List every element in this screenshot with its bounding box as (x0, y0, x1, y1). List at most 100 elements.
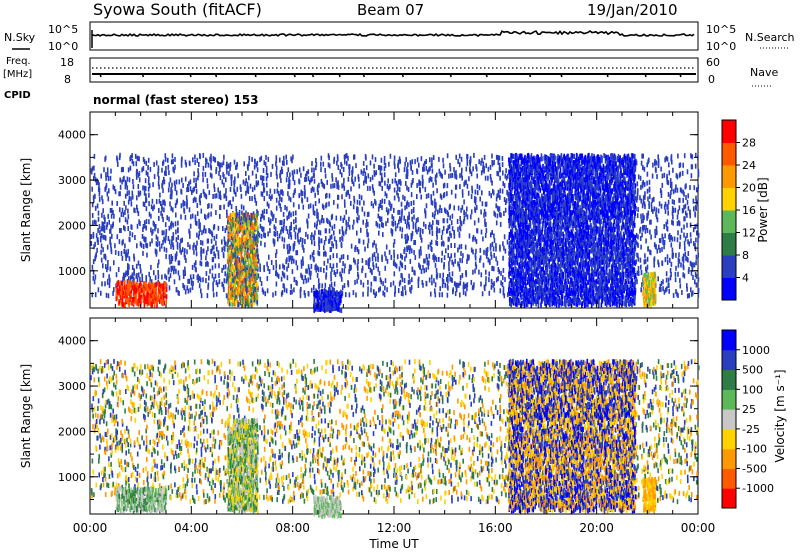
power-echo-mark (524, 167, 526, 173)
power-echo-mark (341, 290, 344, 296)
power-echo-mark (351, 179, 354, 185)
power-echo-mark (353, 198, 356, 204)
power-echo-mark (517, 199, 519, 205)
power-echo-mark (406, 233, 408, 239)
power-echo-mark (298, 204, 300, 210)
power-echo-mark (678, 258, 681, 264)
power-echo-mark (663, 204, 666, 210)
power-echo-mark (287, 263, 290, 268)
power-echo-mark (674, 207, 677, 213)
power-echo-mark (398, 187, 401, 192)
power-echo-mark (429, 166, 431, 172)
power-echo-mark (192, 187, 194, 193)
power-echo-mark (396, 254, 399, 260)
power-echo-mark (427, 264, 430, 270)
power-echo-mark (639, 175, 642, 181)
power-echo-mark (491, 180, 493, 186)
power-echo-mark (529, 273, 532, 279)
power-echo-mark (127, 208, 129, 214)
power-echo-mark (124, 226, 126, 232)
power-echo-mark (445, 248, 447, 254)
power-echo-mark (122, 239, 124, 245)
power-echo-mark (373, 163, 375, 169)
power-echo-mark (493, 253, 495, 258)
power-echo-mark (694, 224, 697, 230)
power-echo-mark (273, 239, 276, 245)
power-echo-mark (272, 213, 275, 219)
power-echo-mark (379, 277, 382, 283)
power-echo-mark (205, 271, 208, 276)
power-echo-mark (530, 265, 533, 271)
power-echo-mark (515, 256, 518, 262)
power-echo-mark (119, 152, 121, 158)
power-echo-mark (185, 195, 188, 201)
power-echo-mark (425, 254, 428, 259)
power-echo-mark (524, 228, 527, 234)
power-echo-mark (335, 240, 338, 246)
power-echo-mark (516, 163, 518, 169)
power-echo-mark (432, 190, 435, 196)
power-echo-mark (149, 241, 151, 247)
power-echo-mark (489, 243, 492, 249)
power-echo-mark (517, 291, 519, 297)
power-echo-mark (663, 289, 666, 295)
power-echo-mark (445, 208, 447, 214)
power-echo-mark (513, 203, 516, 209)
power-echo-mark (189, 233, 191, 239)
power-echo-mark (365, 260, 367, 265)
power-echo-mark (384, 278, 387, 284)
power-echo-mark (666, 226, 669, 232)
power-echo-mark (304, 239, 306, 245)
power-echo-mark (113, 260, 115, 266)
power-echo-mark (259, 266, 261, 272)
power-echo-mark (333, 281, 336, 287)
power-echo-mark (152, 206, 154, 212)
power-echo-mark (217, 250, 220, 256)
power-echo-mark (466, 153, 469, 159)
power-echo-mark (503, 293, 506, 299)
power-echo-mark (273, 231, 276, 236)
power-echo-mark (364, 272, 367, 278)
power-echo-mark (640, 160, 643, 166)
power-echo-mark (137, 155, 139, 161)
power-echo-mark (397, 288, 400, 293)
power-echo-mark (111, 200, 113, 206)
power-echo-mark (372, 203, 375, 209)
power-echo-mark (382, 232, 384, 238)
power-echo-mark (495, 277, 498, 283)
power-echo-mark (341, 194, 343, 200)
power-echo-mark (384, 265, 386, 271)
power-echo-mark (286, 206, 288, 212)
power-echo-mark (168, 170, 170, 176)
power-echo-mark (178, 291, 180, 296)
power-echo-mark (157, 259, 160, 265)
power-echo-mark (511, 282, 513, 288)
power-echo-mark (348, 164, 351, 170)
power-echo-mark (216, 282, 219, 288)
power-echo-mark (528, 212, 531, 218)
power-echo-mark (461, 192, 464, 198)
power-echo-mark (511, 294, 514, 300)
power-echo-mark (433, 257, 435, 263)
power-echo-mark (280, 276, 283, 282)
power-echo-mark (643, 166, 646, 172)
power-echo-mark (450, 253, 453, 259)
power-echo-mark (107, 278, 109, 284)
power-echo-mark (414, 222, 417, 228)
power-echo-mark (681, 170, 684, 176)
power-echo-mark (279, 264, 281, 270)
power-echo-mark (530, 184, 532, 190)
power-echo-mark (530, 170, 533, 176)
power-echo-mark (670, 186, 673, 192)
power-echo-mark (533, 271, 536, 277)
power-echo-mark (145, 197, 148, 203)
power-echo-mark (109, 207, 112, 213)
power-echo-mark (510, 168, 512, 174)
power-echo-mark (413, 240, 415, 245)
power-echo-mark (136, 277, 139, 283)
power-echo-mark (533, 155, 535, 161)
power-echo-mark (533, 218, 536, 223)
power-echo-mark (331, 173, 333, 179)
power-echo-mark (218, 279, 221, 285)
power-echo-mark (217, 187, 219, 193)
